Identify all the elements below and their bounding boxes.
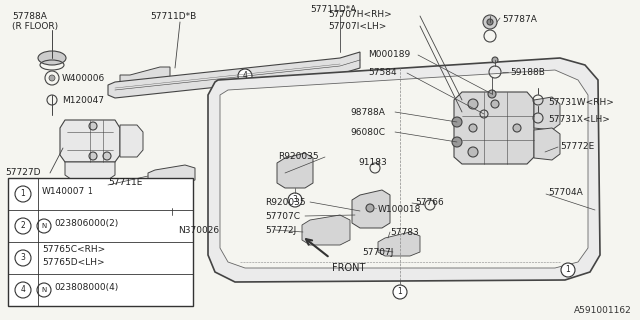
Text: 57787A: 57787A: [502, 15, 537, 24]
Circle shape: [15, 218, 31, 234]
Text: 57711D*B: 57711D*B: [150, 12, 196, 21]
Text: 1: 1: [88, 188, 92, 196]
Circle shape: [49, 75, 55, 81]
Text: N370026: N370026: [178, 226, 219, 235]
Circle shape: [393, 285, 407, 299]
Text: M120047: M120047: [62, 96, 104, 105]
Text: 57765C<RH>: 57765C<RH>: [42, 245, 105, 254]
Text: N: N: [42, 223, 47, 229]
Circle shape: [89, 122, 97, 130]
Circle shape: [469, 124, 477, 132]
Text: M000189: M000189: [368, 50, 410, 59]
Text: R920035: R920035: [265, 198, 306, 207]
Circle shape: [238, 69, 252, 83]
Text: 3: 3: [20, 253, 26, 262]
Polygon shape: [352, 190, 390, 228]
Text: (R FLOOR): (R FLOOR): [12, 22, 58, 31]
Polygon shape: [378, 232, 420, 256]
Polygon shape: [454, 92, 534, 164]
Circle shape: [452, 117, 462, 127]
Polygon shape: [120, 67, 170, 90]
Text: R920035: R920035: [278, 152, 319, 161]
Text: 57711E: 57711E: [108, 178, 142, 187]
Polygon shape: [534, 97, 560, 130]
Text: 57731W<RH>: 57731W<RH>: [548, 98, 614, 107]
Polygon shape: [108, 52, 360, 98]
Text: 96080C: 96080C: [350, 128, 385, 137]
Circle shape: [168, 216, 176, 224]
Ellipse shape: [38, 51, 66, 65]
Text: 57765D<LH>: 57765D<LH>: [42, 258, 104, 267]
Circle shape: [492, 57, 498, 63]
Circle shape: [103, 152, 111, 160]
Text: N: N: [42, 287, 47, 293]
Text: 57711D*A: 57711D*A: [310, 5, 356, 14]
Circle shape: [491, 100, 499, 108]
Bar: [8, 178, 193, 306]
Circle shape: [513, 124, 521, 132]
Circle shape: [487, 19, 493, 25]
Text: 57788A: 57788A: [12, 12, 47, 21]
Text: 57772E: 57772E: [560, 142, 595, 151]
Text: 91183: 91183: [358, 158, 387, 167]
Text: FRONT: FRONT: [332, 263, 365, 273]
Text: A591001162: A591001162: [574, 306, 632, 315]
Text: 1: 1: [397, 287, 403, 297]
Polygon shape: [60, 120, 120, 162]
Text: 4: 4: [20, 285, 26, 294]
Text: 1: 1: [566, 266, 570, 275]
Circle shape: [468, 147, 478, 157]
Circle shape: [561, 263, 575, 277]
Circle shape: [468, 99, 478, 109]
Polygon shape: [148, 165, 195, 183]
Polygon shape: [534, 128, 560, 160]
Text: 57704A: 57704A: [548, 188, 583, 197]
Text: 1: 1: [20, 189, 26, 198]
Text: 57707J: 57707J: [362, 248, 394, 257]
Polygon shape: [277, 153, 313, 188]
Text: 023808000(4): 023808000(4): [54, 283, 118, 292]
Text: 57783: 57783: [390, 228, 419, 237]
Polygon shape: [302, 215, 350, 245]
Text: 57766: 57766: [415, 198, 444, 207]
Circle shape: [165, 188, 175, 198]
Circle shape: [288, 193, 302, 207]
Polygon shape: [65, 162, 115, 182]
Text: 98788A: 98788A: [350, 108, 385, 117]
Text: 2: 2: [20, 221, 26, 230]
Circle shape: [15, 186, 31, 202]
Text: 57727D: 57727D: [5, 168, 40, 177]
Text: W140007: W140007: [42, 187, 85, 196]
Circle shape: [488, 90, 496, 98]
Text: W400006: W400006: [62, 74, 105, 83]
Text: 57707C: 57707C: [265, 212, 300, 221]
Text: 4: 4: [243, 71, 248, 81]
Text: 57772J: 57772J: [265, 226, 296, 235]
Circle shape: [366, 204, 374, 212]
Text: 3: 3: [292, 196, 298, 204]
Polygon shape: [120, 125, 143, 157]
Text: 023806000(2): 023806000(2): [54, 219, 118, 228]
Circle shape: [452, 137, 462, 147]
Text: 57584: 57584: [368, 68, 397, 77]
Circle shape: [89, 152, 97, 160]
Text: W100018: W100018: [378, 205, 421, 214]
Text: 57707H<RH>: 57707H<RH>: [328, 10, 392, 19]
Circle shape: [15, 282, 31, 298]
Circle shape: [83, 185, 97, 199]
Circle shape: [15, 250, 31, 266]
Polygon shape: [208, 58, 600, 282]
Text: 57707I<LH>: 57707I<LH>: [328, 22, 387, 31]
Text: 57731X<LH>: 57731X<LH>: [548, 115, 610, 124]
Circle shape: [483, 15, 497, 29]
Text: 59188B: 59188B: [510, 68, 545, 77]
Polygon shape: [220, 70, 588, 268]
